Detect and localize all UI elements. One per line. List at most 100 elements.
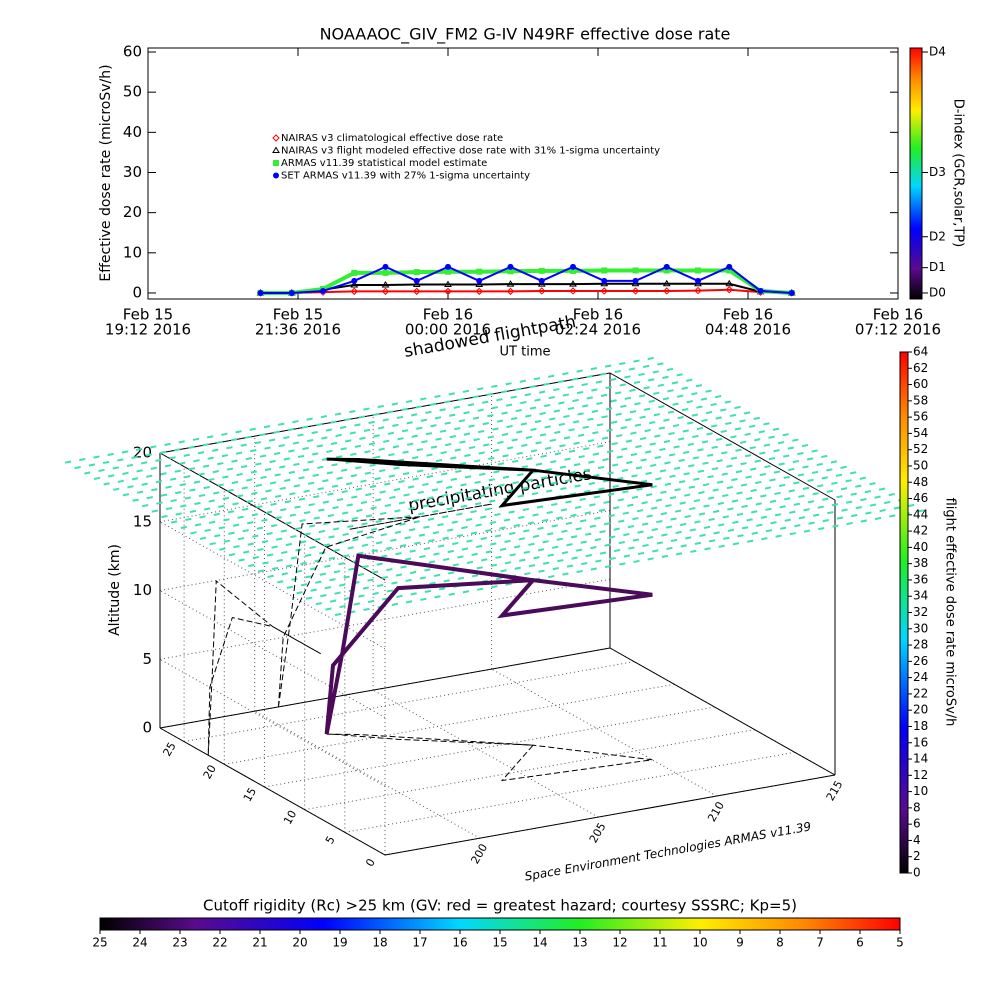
particle (489, 520, 497, 525)
particle (355, 466, 362, 470)
particle (432, 531, 440, 535)
particle (246, 478, 253, 482)
particle (635, 466, 643, 470)
particle (763, 443, 771, 447)
particle (461, 526, 468, 530)
particle (773, 449, 780, 453)
particle (499, 526, 506, 530)
particle (339, 604, 346, 609)
colorbar (909, 47, 923, 300)
particle (811, 470, 819, 475)
particle (685, 536, 692, 540)
particle (648, 399, 655, 403)
particle (297, 433, 304, 437)
particle (594, 516, 601, 520)
particle (170, 498, 177, 503)
particle (506, 446, 514, 450)
particle (374, 498, 382, 502)
x-tick-label: 04:48 2016 (705, 321, 791, 339)
particle (434, 416, 442, 420)
particle (475, 523, 482, 527)
particle (527, 521, 535, 525)
particle (156, 501, 163, 505)
particle (734, 427, 742, 431)
wall-shadow (207, 579, 321, 756)
particle (609, 377, 617, 382)
particle (440, 450, 447, 455)
particle (726, 485, 734, 490)
particle (260, 497, 268, 501)
particle (300, 561, 307, 565)
particle (197, 451, 205, 455)
particle (150, 445, 157, 449)
particle (584, 489, 591, 494)
y-tick-label: 5 (323, 834, 338, 847)
particle (597, 444, 604, 448)
particle (502, 454, 509, 458)
particle (723, 536, 730, 540)
box-edge (159, 727, 386, 856)
particle (192, 437, 200, 441)
box-edge (159, 452, 386, 581)
particle (548, 575, 555, 579)
particle (561, 529, 568, 533)
colorbar-tick-label: 20 (913, 703, 928, 717)
particle (333, 570, 341, 574)
particle (509, 553, 516, 557)
particle (441, 493, 448, 497)
particle (233, 545, 240, 549)
particle (103, 482, 110, 486)
particle (647, 557, 654, 561)
particle (412, 456, 419, 460)
particle (564, 478, 572, 483)
particle (398, 479, 405, 484)
particle (416, 426, 423, 430)
particle (221, 454, 229, 458)
particle (792, 438, 799, 442)
particle (246, 499, 253, 503)
particle (582, 425, 589, 429)
particle (651, 506, 658, 510)
particle (131, 455, 138, 460)
particle (460, 483, 467, 487)
particle (426, 474, 434, 479)
particle (482, 400, 489, 404)
particle (142, 504, 149, 508)
colorbar-title: D-index (GCR,solar,TP) (951, 99, 966, 247)
particle (521, 465, 529, 469)
particle (402, 471, 410, 476)
grid-line (159, 521, 386, 650)
particle (655, 477, 662, 481)
particle (188, 467, 196, 471)
colorbar-title: flight effective dose rate microSv/h (943, 498, 958, 727)
particle (510, 416, 518, 421)
particle (703, 525, 711, 530)
particle (638, 394, 646, 398)
particle (202, 464, 210, 468)
particle (370, 527, 378, 531)
particle (778, 483, 786, 488)
particle (193, 459, 200, 463)
colorbar-tick-label: 20 (292, 936, 307, 950)
point (570, 267, 576, 274)
particle (662, 375, 669, 379)
particle (381, 575, 388, 580)
particle (325, 607, 332, 611)
particle (741, 504, 748, 509)
x-axis-title: UT time (500, 345, 551, 360)
particle (699, 533, 706, 537)
particle (221, 432, 228, 436)
particle (279, 465, 286, 469)
particle (198, 493, 206, 498)
particle (496, 419, 504, 423)
particle (557, 559, 564, 563)
particle (619, 361, 626, 366)
particle (400, 565, 407, 569)
particle (569, 471, 576, 475)
particle (93, 476, 101, 480)
particle (649, 442, 656, 446)
particle (566, 564, 574, 568)
particle (519, 379, 526, 383)
particle (107, 474, 115, 478)
particle (357, 573, 365, 577)
